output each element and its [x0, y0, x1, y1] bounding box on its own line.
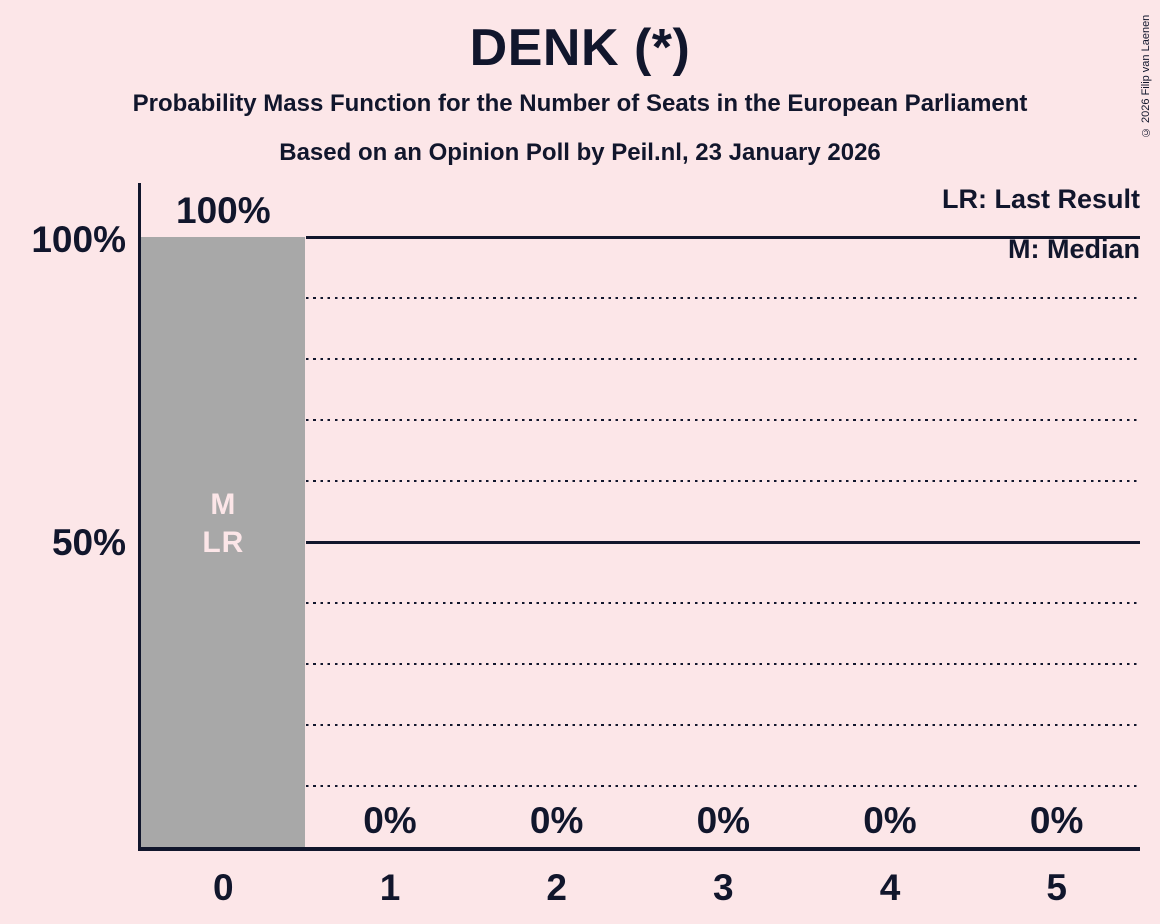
gridline-dotted-70	[306, 419, 1140, 422]
bar-value-label-0: 100%	[176, 190, 271, 231]
y-axis-label-50: 50%	[51, 522, 126, 563]
bar-value-label-1: 0%	[363, 800, 417, 841]
copyright-notice: © 2026 Filip van Laenen	[1140, 14, 1152, 138]
x-tick-label-5: 5	[1046, 867, 1067, 908]
last-result-marker: LR	[202, 526, 245, 559]
y-axis-label-100: 100%	[31, 219, 126, 260]
gridline-dotted-10	[306, 785, 1140, 788]
chart-subtitle: Probability Mass Function for the Number…	[132, 90, 1028, 117]
gridline-dotted-90	[306, 297, 1140, 300]
gridline-solid-100	[306, 236, 1140, 239]
legend-last-result: LR: Last Result	[941, 184, 1140, 214]
bar-seat-0	[141, 237, 305, 847]
median-last-result-annotation: M LR	[140, 486, 307, 562]
gridline-dotted-40	[306, 602, 1140, 605]
bar-value-label-4: 0%	[863, 800, 917, 841]
y-axis-line	[138, 183, 141, 851]
x-axis-line	[138, 847, 1140, 851]
x-tick-label-0: 0	[213, 867, 234, 908]
bar-value-label-2: 0%	[529, 800, 584, 841]
chart-title: DENK (*)	[469, 19, 691, 77]
gridline-dotted-20	[306, 724, 1140, 727]
gridline-dotted-60	[306, 480, 1140, 483]
x-tick-label-2: 2	[546, 867, 567, 908]
median-marker: M	[210, 488, 237, 521]
bar-value-label-3: 0%	[696, 800, 751, 841]
x-tick-label-3: 3	[713, 867, 734, 908]
gridline-solid-50	[306, 541, 1140, 544]
poll-source-line: Based on an Opinion Poll by Peil.nl, 23 …	[279, 139, 881, 166]
x-tick-label-1: 1	[379, 867, 401, 908]
bar-value-label-5: 0%	[1029, 800, 1084, 841]
gridline-dotted-80	[306, 358, 1140, 361]
x-tick-label-4: 4	[879, 867, 901, 908]
legend-median: M: Median	[1008, 234, 1140, 264]
gridline-dotted-30	[306, 663, 1140, 666]
